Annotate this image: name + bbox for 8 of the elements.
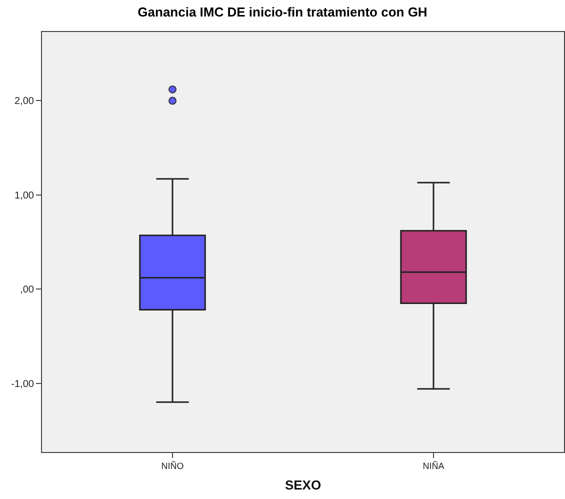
- x-axis-title: SEXO: [284, 477, 322, 492]
- x-tick-label: NIÑO: [161, 460, 184, 471]
- x-tick-label: NIÑA: [422, 460, 444, 471]
- chart-title: Ganancia IMC DE inicio-fin tratamiento con GH: [138, 4, 428, 20]
- y-tick-label: ,00: [20, 284, 34, 296]
- y-tick-label: 2,00: [14, 96, 34, 108]
- y-tick-label: 1,00: [14, 190, 34, 202]
- y-tick-label: -1,00: [11, 378, 34, 390]
